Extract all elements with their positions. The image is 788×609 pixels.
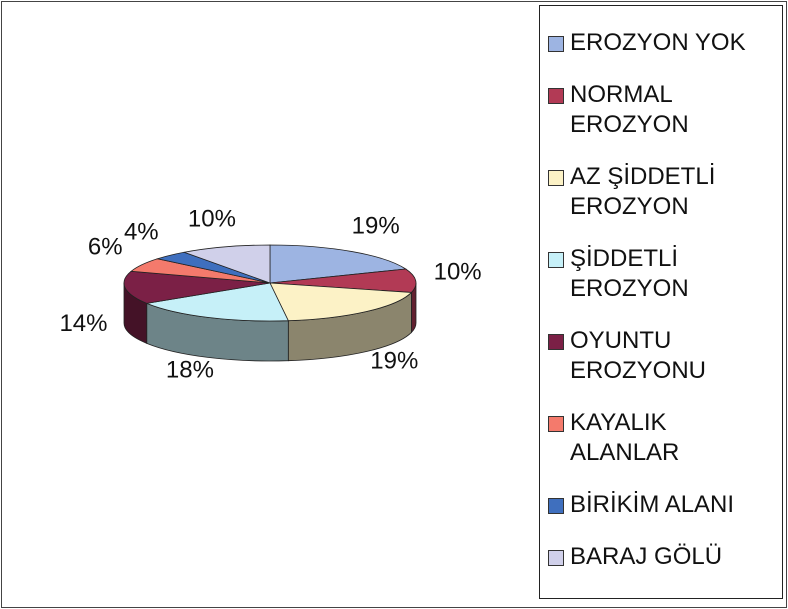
legend-swatch <box>548 88 564 104</box>
legend-label: NORMAL EROZYON <box>570 81 689 138</box>
data-label: 18% <box>166 357 214 384</box>
legend-item: BİRİKİM ALANI <box>548 490 782 520</box>
legend-item: BARAJ GÖLÜ <box>548 542 782 572</box>
slice <box>182 244 271 284</box>
legend-swatch <box>548 416 564 432</box>
legend-label: ŞİDDETLİ EROZYON <box>570 245 689 302</box>
legend-swatch <box>548 498 564 514</box>
slice <box>269 282 413 322</box>
legend-item: ŞİDDETLİ EROZYON <box>548 244 782 304</box>
legend-swatch <box>548 36 564 52</box>
legend-item: AZ ŞİDDETLİ EROZYON <box>548 162 782 222</box>
slice <box>145 282 289 322</box>
data-label: 10% <box>188 205 236 232</box>
legend-swatch <box>548 550 564 566</box>
legend-swatch <box>548 334 564 350</box>
legend-label: OYUNTU EROZYONU <box>570 327 707 384</box>
data-label: 4% <box>124 219 159 246</box>
slice <box>269 268 417 293</box>
legend-label: KAYALIK ALANLAR <box>570 409 680 466</box>
legend-item: EROZYON YOK <box>548 28 782 58</box>
legend-swatch <box>548 252 564 268</box>
legend-label: AZ ŞİDDETLİ EROZYON <box>570 163 716 220</box>
legend-item: NORMAL EROZYON <box>548 80 782 140</box>
data-label: 6% <box>88 233 123 260</box>
legend-label: BİRİKİM ALANI <box>570 491 735 518</box>
legend-item: OYUNTU EROZYONU <box>548 326 782 386</box>
slice <box>269 244 407 284</box>
legend-label: BARAJ GÖLÜ <box>570 543 723 570</box>
slice <box>123 270 271 304</box>
data-label: 19% <box>370 347 418 374</box>
data-label: 10% <box>434 259 482 286</box>
legend-swatch <box>548 170 564 186</box>
legend-label: EROZYON YOK <box>570 29 746 56</box>
legend-item: KAYALIK ALANLAR <box>548 408 782 468</box>
data-label: 14% <box>59 310 107 337</box>
legend: EROZYON YOK NORMAL EROZYON AZ ŞİDDETLİ ERO… <box>539 5 783 599</box>
data-label: 19% <box>352 213 400 240</box>
